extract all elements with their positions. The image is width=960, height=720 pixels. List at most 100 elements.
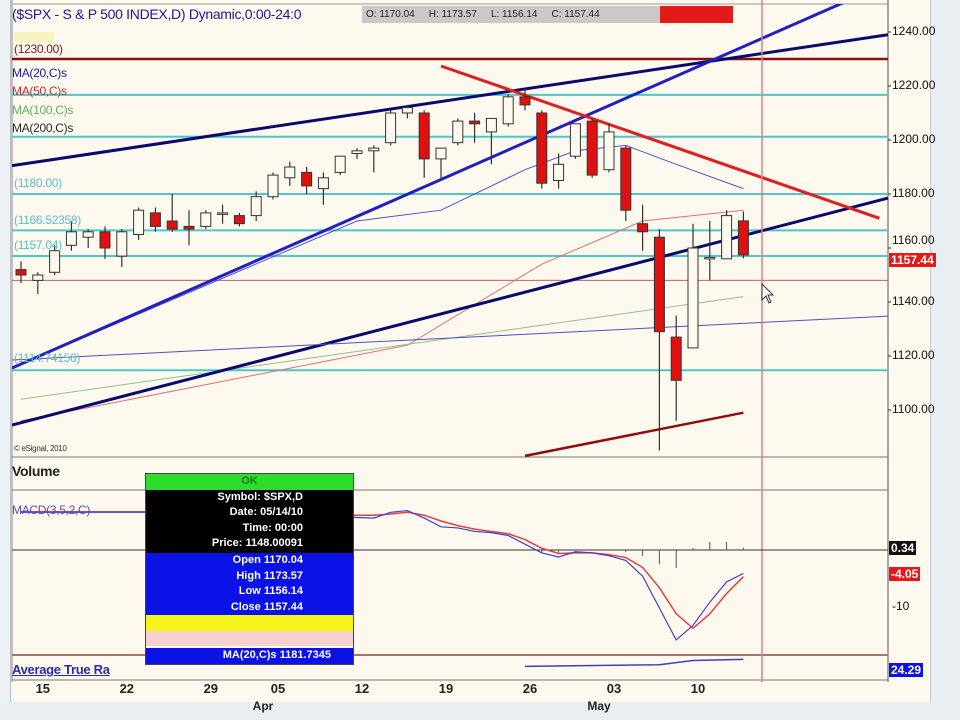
macd-panel-label[interactable]: MACD(3,5,2,C) [12,503,91,517]
level-label-1114: (1114.74156) [14,351,81,365]
candle-up [49,250,61,273]
candle-up [200,212,212,227]
candle-up [267,174,279,198]
tooltip-yellow-study [146,615,353,631]
candle-up [452,120,464,144]
candle-down [670,336,682,381]
chart-canvas[interactable] [0,0,930,702]
macd-value-badge: 0.34 [889,541,917,555]
chart-title: ($SPX - S & P 500 INDEX,D) Dynamic,0:00-… [12,6,302,22]
macd-tick: -10 [892,599,910,613]
month-label: May [587,699,611,713]
candle-up [569,123,581,157]
ma100-label[interactable]: MA(100,C)s [12,103,74,117]
candle-down [637,223,649,233]
high-readout: H: 1173.57 [428,9,477,20]
tooltip-high: High 1173.57 [146,568,353,584]
ma50-label[interactable]: MA(50,C)s [12,84,67,98]
candle-up [603,131,615,171]
candle-up [704,256,716,260]
price-tick-label: 1120.00 [892,348,935,362]
low-readout: L: 1156.14 [490,9,538,20]
open-readout: O: 1170.04 [366,9,415,20]
moving-average-line [20,296,744,400]
window-left-edge [0,0,11,702]
candle-down [418,112,430,160]
candle-up [687,247,699,349]
macd-signal-line [21,510,744,630]
macd-signal-badge: -4.05 [889,567,921,581]
price-tick-label: 1140.00 [892,294,935,308]
candle-down [183,225,195,230]
date-tick-label: 10 [690,681,706,696]
price-tick-label: 1200.00 [892,132,936,146]
tooltip-ma20: MA(20,C)s 1181.7345 [146,646,353,664]
trendline [440,64,880,220]
atr-panel-label[interactable]: Average True Ra [12,662,110,677]
candle-up [351,150,363,155]
date-tick-label: 03 [606,681,622,696]
date-tick-label: 05 [270,681,286,696]
ohlc-readout: O: 1170.04 H: 1173.57 L: 1156.14 C: 1157… [362,6,660,23]
candle-up [133,209,145,235]
ma20-label[interactable]: MA(20,C)s [12,66,67,80]
candle-up [502,96,514,125]
price-tick-label: 1160.00 [892,233,935,247]
date-tick-label: 12 [354,681,370,696]
candle-down [586,120,598,176]
candle-up [217,212,229,215]
level-label-1157: (1157.04) [14,238,62,252]
data-tooltip: OK Symbol: $SPX,D Date: 05/14/10 Time: 0… [145,473,354,665]
tooltip-time: Time: 00:00 [146,520,353,536]
month-label: Apr [252,699,274,713]
last-price-badge: 1157.44 [889,253,936,267]
candle-down [15,269,27,276]
date-tick-label: 29 [203,681,219,696]
price-tick-label: 1240.00 [892,24,936,38]
atr-value-badge: 24.29 [889,663,924,677]
price-tick-label: 1100.00 [892,402,935,416]
moving-average-line [20,144,744,365]
date-tick-label: 19 [438,681,454,696]
copyright: © eSignal, 2010 [14,444,67,453]
tooltip-price: Price: 1148.00091 [146,536,353,553]
atr-line [524,658,744,668]
candle-down [469,120,481,125]
price-tick-label: 1220.00 [892,78,936,92]
candle-down [536,112,548,184]
candle-up [250,196,262,217]
candle-down [301,171,313,187]
close-readout: C: 1157.44 [551,9,600,20]
candle-up [116,231,128,257]
ma200-label[interactable]: MA(200,C)s [12,121,74,135]
candle-up [435,147,447,160]
candle-down [99,231,111,249]
date-tick-label: 22 [119,681,135,696]
candle-down [149,212,161,227]
date-tick-label: 26 [522,681,538,696]
tooltip-low: Low 1156.14 [146,584,353,600]
candle-down [737,220,749,256]
level-label-1166: (1166.52358) [14,213,81,227]
level-label-1180: (1180.00) [14,176,62,190]
volume-panel-label: Volume [12,463,60,479]
candle-up [401,107,413,114]
macd-line [21,509,744,641]
mouse-cursor-icon [761,282,775,304]
candle-down [653,236,665,333]
candle-up [32,274,44,281]
candle-up [368,147,380,152]
tooltip-ok-button[interactable]: OK [146,474,353,490]
level-label-1230: (1230.00) [14,42,63,56]
candle-up [385,112,397,144]
moving-average-line [524,411,744,458]
candle-up [284,166,296,179]
trendline [12,4,845,370]
trendline [12,315,888,361]
tooltip-close: Close 1157.44 [146,599,353,615]
price-tick-label: 1180.00 [892,186,935,200]
tooltip-open: Open 1170.04 [146,553,353,569]
candle-down [166,220,178,230]
tooltip-pink-study [146,630,353,646]
candle-down [233,215,245,225]
